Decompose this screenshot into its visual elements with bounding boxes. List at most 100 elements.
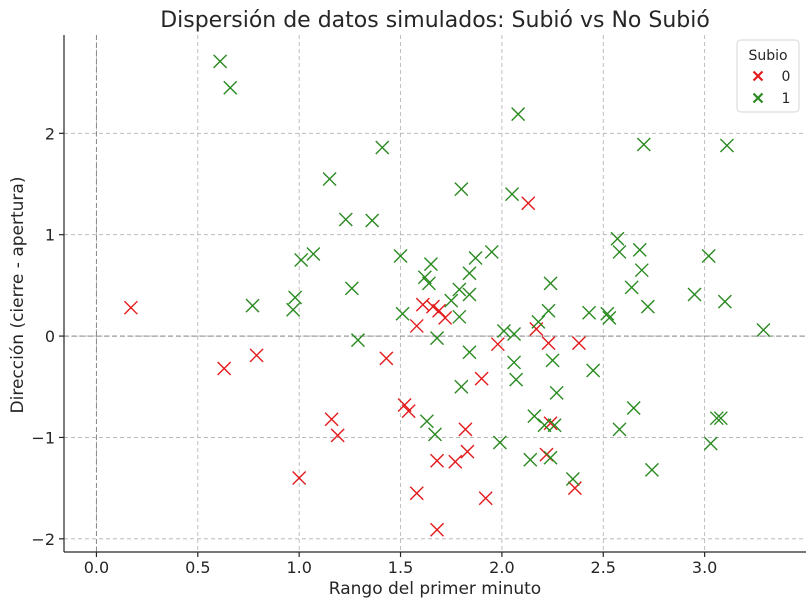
- x-tick-label: 0.5: [185, 558, 210, 577]
- data-point-subio-1: [454, 379, 469, 394]
- data-point-subio-1: [527, 409, 542, 424]
- data-point-subio-1: [423, 257, 438, 272]
- y-tick-label: −2: [31, 530, 55, 549]
- data-point-subio-1: [444, 293, 459, 308]
- data-point-subio-0: [401, 404, 416, 419]
- data-point-subio-1: [286, 302, 301, 317]
- data-point-subio-0: [415, 297, 430, 312]
- data-point-subio-1: [452, 309, 467, 324]
- x-tick-label: 0.0: [84, 558, 109, 577]
- legend-marker-0: [752, 70, 764, 82]
- x-tick-label: 2.0: [489, 558, 514, 577]
- data-point-subio-1: [375, 140, 390, 155]
- data-point-subio-1: [602, 310, 617, 325]
- data-point-subio-0: [490, 337, 505, 352]
- legend-label-1: 1: [782, 91, 791, 107]
- data-point-subio-1: [612, 422, 627, 437]
- data-point-subio-1: [511, 107, 526, 122]
- y-axis-label: Dirección (cierre - apertura): [8, 177, 28, 414]
- data-point-subio-0: [397, 398, 412, 413]
- x-tick-label: 1.5: [388, 558, 413, 577]
- data-point-subio-1: [713, 411, 728, 426]
- data-point-subio-1: [462, 287, 477, 302]
- data-point-subio-1: [350, 333, 365, 348]
- data-point-subio-0: [432, 303, 447, 318]
- data-point-subio-1: [344, 281, 359, 296]
- data-point-subio-1: [322, 171, 337, 186]
- data-point-subio-1: [636, 137, 651, 152]
- legend: Subio 01: [736, 39, 800, 113]
- data-point-subio-1: [537, 418, 552, 433]
- y-tick-label: 1: [45, 226, 55, 245]
- data-point-subio-1: [507, 327, 522, 342]
- data-point-subio-1: [612, 244, 627, 259]
- data-point-subio-1: [756, 322, 771, 337]
- data-point-subio-1: [701, 248, 716, 263]
- axes: [59, 35, 806, 557]
- data-point-subio-1: [462, 266, 477, 281]
- data-point-subio-1: [709, 411, 724, 426]
- data-point-subio-1: [213, 54, 228, 69]
- data-point-subio-0: [425, 299, 440, 314]
- data-point-subio-1: [624, 280, 639, 295]
- data-point-subio-1: [395, 306, 410, 321]
- data-point-subio-0: [379, 351, 394, 366]
- data-point-subio-1: [484, 244, 499, 259]
- data-point-subio-1: [509, 372, 524, 387]
- data-point-subio-1: [419, 414, 434, 429]
- y-tick-label: 0: [45, 327, 55, 346]
- data-point-subio-1: [610, 231, 625, 246]
- data-point-subio-1: [600, 306, 615, 321]
- data-point-subio-1: [496, 324, 511, 339]
- data-point-subio-1: [468, 251, 483, 266]
- tick-labels: 0.0 0.5 1.0 1.5 2.0 2.5 3.0 −2 −1 0 1 2: [31, 124, 717, 577]
- data-point-subio-0: [292, 471, 307, 485]
- data-point-subio-1: [523, 452, 538, 467]
- data-point-subio-1: [505, 187, 520, 202]
- data-point-subio-1: [644, 462, 659, 477]
- data-point-subio-1: [545, 353, 560, 368]
- data-point-subio-0: [474, 371, 489, 386]
- data-point-subio-1: [306, 246, 321, 261]
- data-point-subio-0: [430, 453, 445, 468]
- data-point-subio-0: [448, 454, 463, 469]
- data-point-subio-0: [217, 361, 232, 376]
- data-point-subio-1: [417, 270, 432, 285]
- data-point-subio-1: [565, 472, 580, 487]
- data-point-subio-0: [521, 196, 536, 211]
- data-point-subio-1: [452, 282, 467, 297]
- chart-title: Dispersión de datos simulados: Subió vs …: [160, 8, 710, 33]
- data-point-subio-1: [549, 385, 564, 400]
- data-point-subio-1: [634, 263, 649, 278]
- data-point-subio-0: [571, 336, 586, 351]
- data-point-subio-1: [626, 401, 641, 416]
- data-point-subio-1: [541, 303, 556, 318]
- legend-frame: [736, 39, 800, 113]
- legend-title: Subio: [748, 48, 787, 64]
- data-point-subio-0: [123, 300, 138, 315]
- legend-entries: 01: [752, 69, 791, 107]
- data-point-subio-0: [458, 422, 473, 437]
- legend-label-0: 0: [782, 69, 791, 85]
- data-point-subio-1: [338, 212, 353, 227]
- data-points: [123, 54, 771, 537]
- data-point-subio-0: [409, 486, 424, 501]
- data-point-subio-0: [539, 447, 554, 462]
- data-point-subio-1: [717, 294, 732, 309]
- data-point-subio-1: [582, 305, 597, 320]
- x-tick-label: 1.0: [286, 558, 311, 577]
- y-tick-label: −1: [31, 428, 55, 447]
- x-axis-label: Rango del primer minuto: [329, 579, 541, 599]
- data-point-subio-1: [492, 435, 507, 450]
- data-point-subio-1: [543, 276, 558, 291]
- data-point-subio-1: [507, 355, 522, 370]
- data-point-subio-1: [245, 298, 260, 313]
- data-point-subio-1: [393, 248, 408, 263]
- data-point-subio-0: [330, 428, 345, 443]
- data-point-subio-1: [531, 314, 546, 329]
- data-point-subio-1: [687, 287, 702, 302]
- data-point-subio-0: [249, 348, 264, 363]
- data-point-subio-1: [288, 290, 303, 305]
- data-point-subio-0: [567, 481, 582, 496]
